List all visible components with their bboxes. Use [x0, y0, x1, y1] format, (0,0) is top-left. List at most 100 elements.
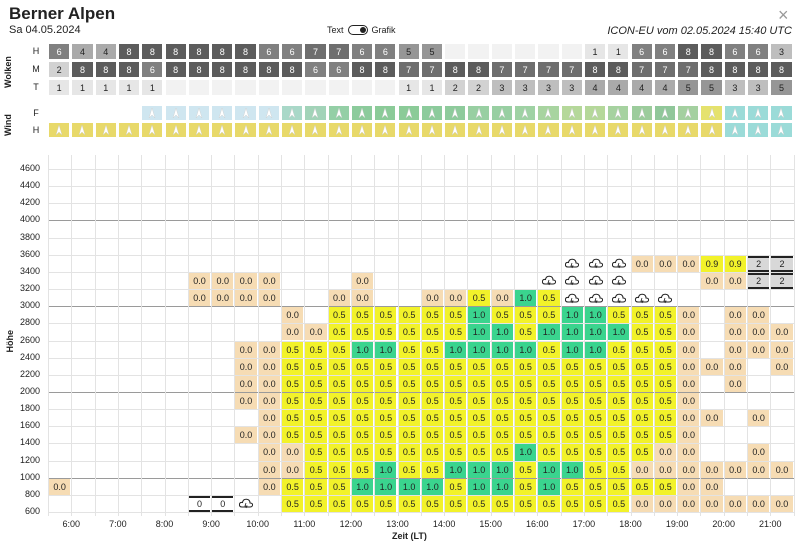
cloud-cover-cell: 6 [327, 61, 350, 78]
thermal-cell: 0.0 [701, 358, 723, 375]
cloud-cover-cell: 8 [700, 43, 723, 60]
thermal-cell: 0.5 [608, 358, 630, 375]
cloud-cover-cell: 1 [48, 79, 71, 96]
thermal-cell: 1.0 [538, 478, 560, 495]
cloud-base-marker: 0 [212, 495, 234, 512]
thermal-cell: 0.0 [631, 495, 653, 512]
thermal-cell: 0.5 [305, 358, 327, 375]
thermal-cell: 0.5 [654, 410, 677, 427]
view-toggle[interactable]: Text Grafik [327, 25, 396, 35]
x-tick-label: 9:00 [202, 519, 220, 529]
thermal-cell: 0.0 [724, 358, 746, 375]
thermal-cell: 0.0 [678, 324, 700, 341]
thermal-cell: 0.0 [678, 410, 700, 427]
thermal-cell: 0.5 [631, 358, 653, 375]
cloud-cover-cell: 5 [397, 43, 420, 60]
cloud-cover-cell: 5 [420, 43, 444, 60]
thermal-cell: 0.0 [654, 495, 677, 512]
close-icon[interactable]: × [778, 5, 789, 25]
cloud-cover-cell: 8 [700, 61, 723, 78]
thermal-cell: 0.0 [258, 410, 280, 427]
grid-line [770, 155, 772, 516]
thermal-cell: 0.0 [654, 444, 677, 461]
cloud-cover-cell: 7 [304, 43, 327, 60]
thermal-cell: 0.5 [654, 392, 677, 410]
cloud-base-marker: 0 [188, 495, 211, 512]
cloud-cover-cell: 4 [583, 79, 607, 96]
thermal-cell: 0.5 [282, 375, 304, 392]
y-tick-label: 3000 [19, 300, 40, 311]
thermal-cell: 0.5 [631, 307, 653, 324]
wind-arrow-icon [187, 105, 211, 121]
thermal-cell: 0.5 [351, 307, 374, 324]
thermal-cell: 0.5 [445, 375, 467, 392]
thermal-cell: 1.0 [445, 461, 467, 478]
wind-arrow-icon [677, 105, 700, 121]
cloud-cover-cell: 8 [117, 61, 141, 78]
cloud-cover-cell: 7 [514, 61, 537, 78]
cloud-base-marker: 2 [771, 255, 793, 272]
thermal-cell: 0.5 [631, 444, 653, 461]
thermal-cell: 0.0 [678, 461, 700, 478]
thermal-cell: 0.5 [538, 290, 560, 307]
thermal-cell: 0.5 [398, 427, 420, 444]
thermal-cell: 0.5 [538, 495, 560, 512]
cloud-cover-cell: 6 [141, 61, 164, 78]
grid-line [560, 155, 562, 516]
cloud-cover-cell [327, 79, 350, 96]
wind-arrow-icon [211, 105, 234, 121]
grid-line [583, 155, 585, 516]
thermal-cell: 0.5 [515, 427, 537, 444]
thermal-cell: 0.0 [724, 495, 746, 512]
thermal-cell: 1.0 [584, 324, 607, 341]
wind-arrow-icon [164, 105, 187, 121]
thermal-cell: 0.5 [398, 410, 420, 427]
thermal-cell: 0.5 [561, 444, 583, 461]
x-tick-label: 13:00 [386, 519, 409, 529]
x-tick-label: 10:00 [246, 519, 269, 529]
cloud-cover-cell: 8 [164, 43, 187, 60]
wind-arrow-icon [560, 122, 583, 138]
grid-line [747, 155, 748, 516]
thermal-cell: 0.5 [468, 375, 490, 392]
wind-arrow-icon [141, 105, 164, 121]
cloud-cover-cell: 6 [653, 43, 677, 60]
x-tick-label: 16:00 [526, 519, 549, 529]
thermal-cell: 0.0 [305, 324, 327, 341]
thermal-cell: 0.5 [445, 410, 467, 427]
thermal-cell: 0.0 [258, 375, 280, 392]
toggle-switch[interactable] [347, 25, 368, 35]
thermal-cell: 0.5 [351, 461, 374, 478]
thermal-cell: 0.5 [654, 478, 677, 495]
thunder-cloud-icon [608, 273, 629, 289]
thermal-cell: 0.5 [584, 427, 607, 444]
thermal-cell: 0.5 [445, 444, 467, 461]
thermal-cell: 0.0 [631, 461, 653, 478]
thunder-cloud-icon [655, 290, 676, 306]
thermal-cell: 0.0 [771, 358, 793, 375]
wind-arrow-icon [583, 122, 607, 138]
thermal-cell: 0.0 [235, 375, 257, 392]
cloud-cover-cell: 1 [117, 79, 141, 96]
cloud-cover-cell: 6 [257, 43, 280, 60]
wind-arrow-icon [420, 122, 444, 138]
thermal-cell: 0.5 [538, 427, 560, 444]
wind-arrow-icon [117, 105, 141, 121]
cloud-cover-cell: 6 [630, 43, 653, 60]
cloud-cover-cell: 7 [653, 61, 677, 78]
wind-arrow-icon [327, 122, 350, 138]
thermal-cell: 0.5 [351, 444, 374, 461]
wind-arrow-icon [281, 105, 304, 121]
thermal-cell: 0.5 [608, 341, 630, 358]
thermal-cell: 0.5 [282, 478, 304, 495]
cloud-cover-cell: 2 [444, 79, 467, 96]
cloud-cover-cell: 8 [71, 61, 94, 78]
thermal-cell: 0.5 [584, 461, 607, 478]
cloud-cover-cell: 7 [327, 43, 350, 60]
grid-line [164, 155, 166, 516]
cloud-cover-cell [164, 79, 187, 96]
cloud-cover-cell: 6 [747, 43, 770, 60]
wind-arrow-icon [211, 122, 234, 138]
thermal-cell: 0.5 [375, 427, 397, 444]
cloud-cover-cell: 8 [607, 61, 630, 78]
